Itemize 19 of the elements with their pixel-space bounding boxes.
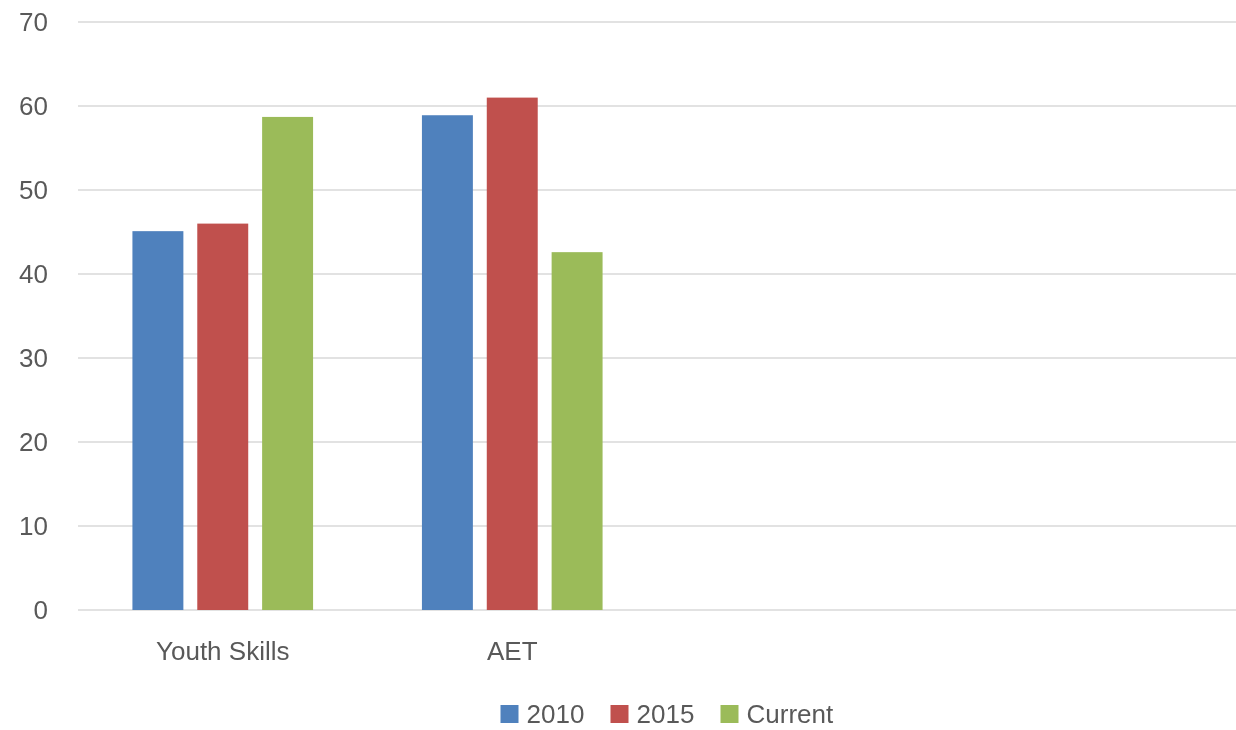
y-tick-label: 50 bbox=[19, 175, 48, 206]
y-tick-label: 40 bbox=[19, 259, 48, 290]
legend-label: 2015 bbox=[636, 699, 695, 730]
legend-label: Current bbox=[746, 699, 834, 730]
bar bbox=[197, 223, 249, 610]
x-tick-label: AET bbox=[486, 636, 538, 666]
legend-label: 2010 bbox=[526, 699, 585, 730]
bar bbox=[551, 252, 603, 610]
bar bbox=[132, 231, 184, 610]
bar bbox=[486, 97, 538, 610]
bar bbox=[262, 116, 314, 610]
y-tick-label: 0 bbox=[33, 595, 48, 626]
y-tick-label: 30 bbox=[19, 343, 48, 374]
y-tick-label: 20 bbox=[19, 427, 48, 458]
x-tick-label: Youth Skills bbox=[156, 636, 290, 666]
y-tick-label: 10 bbox=[19, 511, 48, 542]
bar bbox=[421, 115, 473, 610]
y-tick-label: 60 bbox=[19, 91, 48, 122]
y-tick-label: 70 bbox=[19, 7, 48, 38]
